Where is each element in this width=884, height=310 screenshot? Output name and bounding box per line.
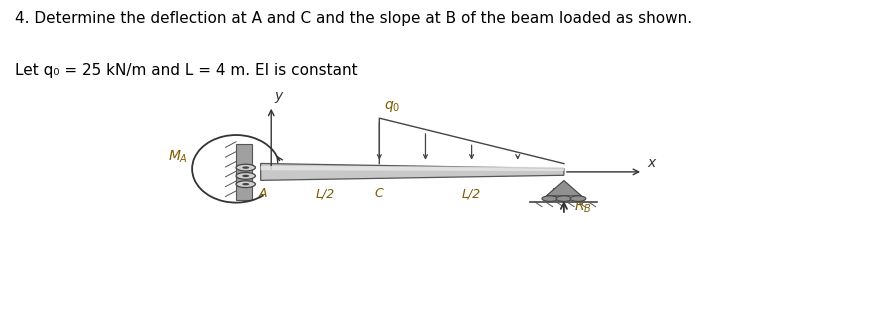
Text: $q_0$: $q_0$ [384,99,400,113]
Circle shape [242,166,249,169]
Text: B: B [551,187,560,200]
Circle shape [570,196,586,202]
Circle shape [236,164,255,171]
Polygon shape [546,180,582,196]
Circle shape [236,181,255,188]
Circle shape [242,183,249,185]
Polygon shape [261,163,564,180]
Text: L/2: L/2 [462,187,481,200]
Bar [236,144,252,200]
Circle shape [236,172,255,179]
Text: x: x [647,156,656,171]
Text: $R_B$: $R_B$ [575,198,592,215]
Text: C: C [375,187,384,200]
Text: $M_A$: $M_A$ [168,148,187,165]
Text: 4. Determine the deflection at A and C and the slope at B of the beam loaded as : 4. Determine the deflection at A and C a… [14,11,691,26]
Circle shape [242,175,249,177]
Text: A: A [259,187,268,200]
Polygon shape [261,166,564,171]
Circle shape [556,196,572,202]
Text: y: y [275,89,283,103]
Text: L/2: L/2 [316,187,334,200]
Circle shape [542,196,558,202]
Text: Let q₀ = 25 kN/m and L = 4 m. EI is constant: Let q₀ = 25 kN/m and L = 4 m. EI is cons… [14,63,357,78]
